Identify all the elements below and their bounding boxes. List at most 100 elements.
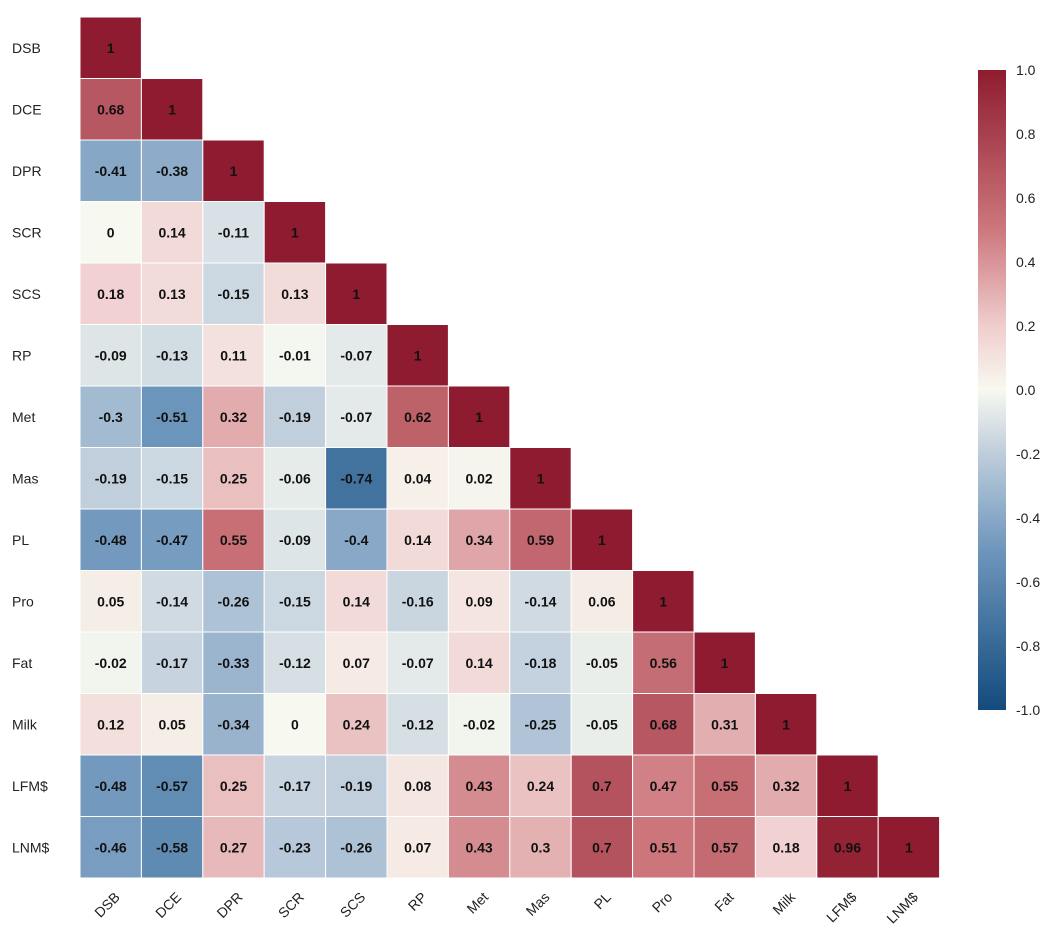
cell-value-label: 0.02 [465,470,492,486]
heatmap-cell-SCS-DCE [140,262,204,325]
cell-value-label: -0.34 [218,716,250,732]
heatmap-cell-DCE-DSB [79,78,142,141]
heatmap-cell-LNM$-Met [447,816,511,879]
cell-value-label: 1 [598,532,606,548]
cell-value-label: 0.08 [404,778,431,794]
cell-value-label: -0.09 [279,532,311,548]
heatmap-cell-Pro-DCE [140,570,204,633]
cell-value-label: -0.17 [279,778,311,794]
cell-value-label: -0.19 [279,409,311,425]
x-tick-label-Mas: Mas [523,889,553,919]
cell-value-label: 0.09 [465,593,492,609]
y-tick-label-DSB: DSB [12,40,41,56]
cell-value-label: -0.12 [402,716,434,732]
cell-value-label: -0.57 [156,778,188,794]
heatmap-cell-Milk-Pro [632,693,695,756]
cell-value-label: -0.17 [156,655,188,671]
cell-value-label: 0.57 [711,839,738,855]
cell-value-label: 1 [905,839,913,855]
heatmap-cell-Pro-RP [386,570,449,633]
cell-value-label: 0.07 [343,655,370,671]
heatmap-cell-Pro-SCS [325,570,388,633]
cell-value-label: 0.34 [465,532,492,548]
cell-value-label: -0.3 [99,409,123,425]
cell-value-label: 0.68 [97,101,124,117]
heatmap-cell-RP-SCR [263,324,327,387]
cell-value-label: 0.43 [465,839,492,855]
heatmap-cell-Pro-Mas [509,570,572,633]
y-tick-label-Pro: Pro [12,593,34,609]
cell-value-label: 0 [291,716,299,732]
cell-value-label: 0.27 [220,839,247,855]
x-tick-label-SCR: SCR [275,889,307,921]
cell-value-label: 0.14 [404,532,431,548]
heatmap-cell-RP-DCE [140,324,204,387]
cell-value-label: -0.05 [586,655,618,671]
cell-value-label: -0.74 [340,470,372,486]
cell-value-label: 0.25 [220,470,247,486]
heatmap-cell-Fat-SCR [263,631,327,694]
cell-value-label: 0.96 [834,839,861,855]
heatmap-cell-LNM$-DSB [79,816,142,879]
colorbar-tick-label: 1.0 [1016,62,1036,78]
cell-value-label: 1 [291,224,299,240]
heatmap-cell-RP-DSB [79,324,142,387]
x-tick-label-LFM$: LFM$ [823,889,860,926]
cell-value-label: 0.07 [404,839,431,855]
cell-value-label: 0.68 [650,716,677,732]
cell-value-label: 0.14 [158,224,185,240]
heatmap-cell-Pro-PL [570,570,634,633]
cell-value-label: -0.48 [95,532,127,548]
heatmap-cell-LFM$-Pro [632,754,695,817]
cell-value-label: 0.7 [592,778,612,794]
cell-value-label: 0.62 [404,409,431,425]
heatmap-cell-PL-SCR [263,508,327,571]
heatmap-cell-Fat-DSB [79,631,142,694]
heatmap-cell-LFM$-DPR [202,754,265,817]
heatmap-cell-Pro-SCR [263,570,327,633]
colorbar-tick-label: 0.0 [1016,382,1036,398]
cell-value-label: -0.02 [95,655,127,671]
heatmap-cell-LNM$-SCS [325,816,388,879]
cell-value-label: -0.46 [95,839,127,855]
x-tick-label-DSB: DSB [91,889,123,921]
cell-value-label: -0.41 [95,163,127,179]
cell-value-label: 0.11 [220,347,247,363]
heatmap-cell-Milk-RP [386,693,449,756]
heatmap-cell-LNM$-RP [386,816,449,879]
cell-value-label: -0.38 [156,163,188,179]
cell-value-label: 0.47 [650,778,677,794]
cell-value-label: 0.14 [465,655,492,671]
x-tick-label-LNM$: LNM$ [883,889,921,927]
colorbar: 1.0 0.8 0.6 0.4 0.2 0.0 -0.2 -0.4 -0.6 -0.8 -1.0 [978,62,1040,718]
heatmap-cell-Milk-Fat [693,693,756,756]
heatmap-cell-Milk-PL [570,693,634,756]
heatmap-cell-DPR-DPR [202,139,265,202]
cell-value-label: 1 [721,655,729,671]
cell-value-label: -0.07 [340,347,372,363]
y-tick-label-Met: Met [12,409,35,425]
heatmap-cell-Met-DSB [79,385,142,448]
heatmap-cell-PL-PL [570,508,634,571]
y-tick-label-Milk: Milk [12,716,38,732]
cell-value-label: -0.13 [156,347,188,363]
cell-value-label: -0.16 [402,593,434,609]
colorbar-ticks: 1.0 0.8 0.6 0.4 0.2 0.0 -0.2 -0.4 -0.6 -0.8 -1.0 [1016,62,1040,718]
cell-value-label: -0.4 [344,532,368,548]
y-tick-label-PL: PL [12,532,29,548]
cell-value-label: -0.15 [156,470,188,486]
colorbar-tick-label: 0.2 [1016,318,1036,334]
cell-value-label: 0.24 [343,716,370,732]
colorbar-gradient [978,70,1006,710]
cell-value-label: -0.19 [340,778,372,794]
heatmap-cell-LFM$-Fat [693,754,756,817]
heatmap-cell-LFM$-RP [386,754,449,817]
heatmap-cell-SCR-DCE [140,201,204,264]
y-tick-label-LFM$: LFM$ [12,778,48,794]
colorbar-tick-label: 0.4 [1016,254,1036,270]
colorbar-tick-label: -1.0 [1016,702,1040,718]
heatmap-cell-Met-Met [447,385,511,448]
heatmap-cell-Milk-Mas [509,693,572,756]
cell-value-label: 0.25 [220,778,247,794]
